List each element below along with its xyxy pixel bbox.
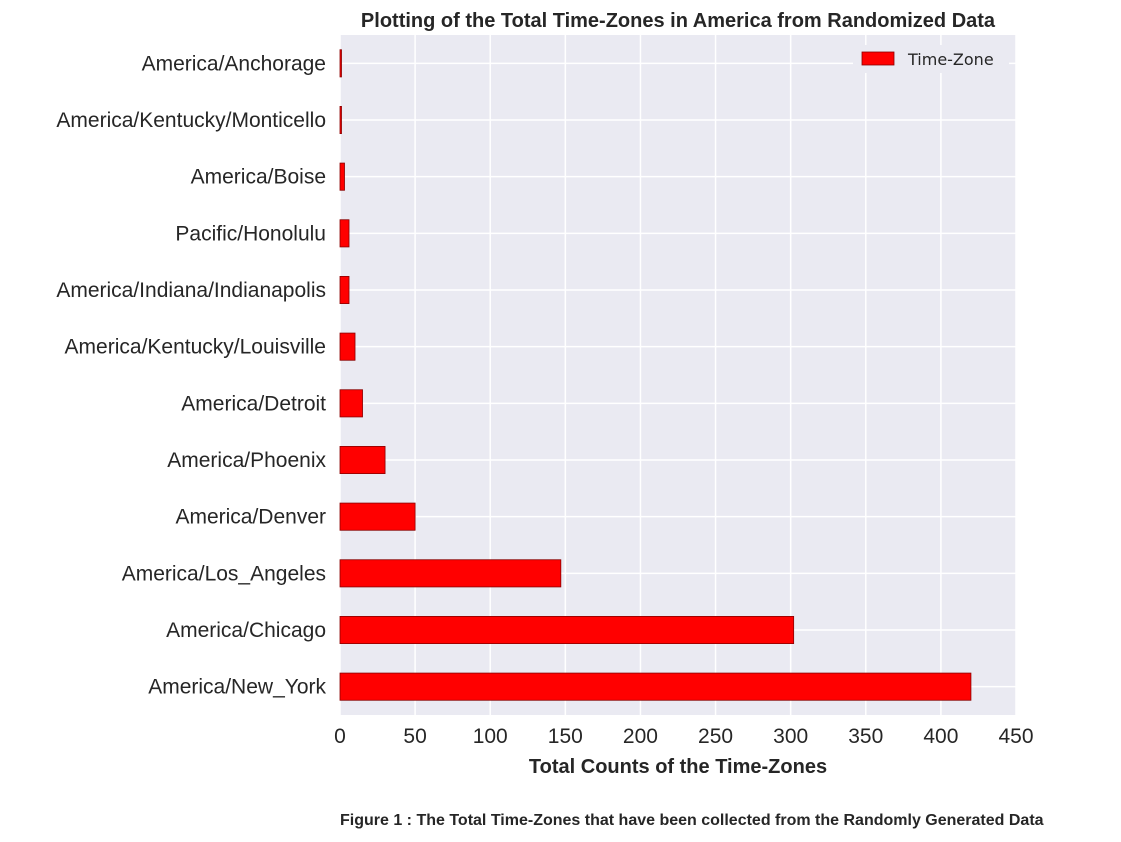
x-tick-label: 0	[334, 725, 346, 748]
y-tick-label: America/Anchorage	[142, 52, 326, 75]
y-tick-label: America/Chicago	[166, 619, 326, 642]
bar-america-detroit	[339, 389, 363, 418]
y-tick-label: America/Denver	[175, 506, 326, 529]
y-tick-label: America/Indiana/Indianapolis	[56, 279, 326, 302]
bar-america-kentucky-monticello	[339, 106, 342, 135]
y-tick-label: America/Phoenix	[167, 449, 326, 472]
x-tick-label: 400	[923, 725, 958, 748]
y-tick-label: America/Los_Angeles	[122, 562, 326, 585]
legend-swatch	[861, 51, 895, 66]
y-tick-label: America/Kentucky/Monticello	[56, 109, 326, 132]
x-tick-label: 300	[773, 725, 808, 748]
x-tick-label: 50	[403, 725, 426, 748]
bar-pacific-honolulu	[339, 219, 350, 248]
x-tick-labels: 0 50 100 150 200 250 300 350 400 450	[334, 725, 1033, 748]
bars	[339, 49, 972, 701]
x-tick-label: 100	[473, 725, 508, 748]
bar-america-new-york	[339, 672, 972, 701]
bar-america-denver	[339, 502, 416, 531]
chart-title: Plotting of the Total Time-Zones in Amer…	[361, 10, 996, 32]
x-tick-label: 450	[998, 725, 1033, 748]
bar-america-anchorage	[339, 49, 342, 78]
x-axis-label: Total Counts of the Time-Zones	[529, 756, 827, 778]
y-tick-label: America/Boise	[191, 166, 326, 189]
y-tick-label: America/New_York	[148, 676, 326, 699]
legend: Time-Zone	[853, 45, 1009, 73]
x-tick-label: 200	[623, 725, 658, 748]
bar-america-indiana-indianapolis	[339, 275, 350, 304]
bar-america-phoenix	[339, 445, 386, 474]
y-tick-labels: America/New_York America/Chicago America/L…	[56, 52, 326, 698]
bar-america-los-angeles	[339, 559, 562, 588]
plot-area	[340, 35, 1016, 715]
x-tick-label: 250	[698, 725, 733, 748]
x-tick-label: 350	[848, 725, 883, 748]
y-tick-label: America/Detroit	[181, 392, 326, 415]
legend-label: Time-Zone	[907, 50, 994, 69]
bar-chart: Plotting of the Total Time-Zones in Amer…	[56, 10, 1033, 778]
y-tick-label: Pacific/Honolulu	[175, 222, 326, 245]
bar-america-boise	[339, 162, 345, 191]
bar-america-kentucky-louisville	[339, 332, 356, 361]
bar-america-chicago	[339, 616, 795, 645]
x-tick-label: 150	[548, 725, 583, 748]
figure-caption: Figure 1 : The Total Time-Zones that hav…	[340, 812, 1044, 829]
y-tick-label: America/Kentucky/Louisville	[65, 336, 326, 359]
